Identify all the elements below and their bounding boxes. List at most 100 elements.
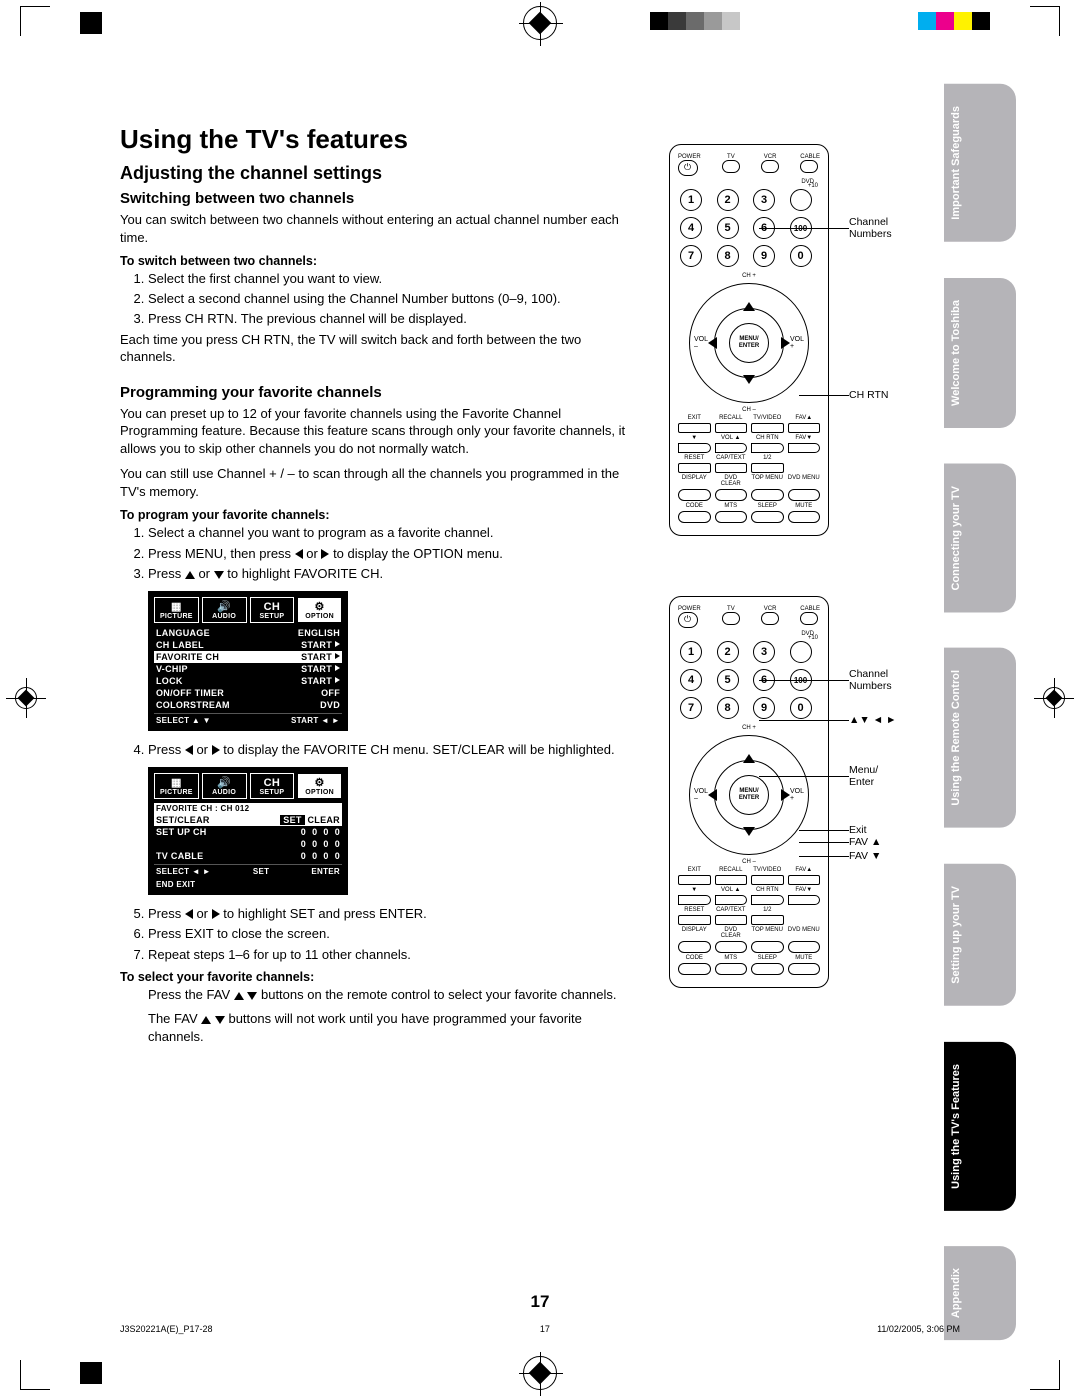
crop-mark-tr xyxy=(1030,6,1060,36)
remote-button xyxy=(788,511,821,523)
osd-row: LOCKSTART xyxy=(154,675,342,687)
density-square-bottom xyxy=(80,1362,102,1384)
select-p1: Press the FAV buttons on the remote cont… xyxy=(120,986,640,1004)
switch-steps: Select the first channel you want to vie… xyxy=(120,270,640,329)
remote-button xyxy=(788,423,821,433)
callout-channel-numbers-1: Channel Numbers xyxy=(849,216,892,240)
callout-chrtn: CH RTN xyxy=(849,389,888,401)
section-tab: Welcome to Toshiba xyxy=(944,278,1016,428)
switch-lead: To switch between two channels: xyxy=(120,254,640,268)
halftone-swatch xyxy=(668,12,686,30)
remote-button xyxy=(715,511,748,523)
remote-number-button: 3 xyxy=(753,189,775,211)
osd1-foot-right: START ◄ ► xyxy=(291,716,340,725)
halftone-swatch xyxy=(722,12,740,30)
osd-tab: ▦PICTURE xyxy=(154,773,199,799)
remote-nav-ring: VOL–VOL+ MENU/ENTER xyxy=(689,283,809,403)
osd-row: ON/OFF TIMEROFF xyxy=(154,687,342,699)
remote-number-button: 7 xyxy=(680,697,702,719)
remote-button xyxy=(751,875,784,885)
remote-button xyxy=(751,895,784,905)
fav-step-3: Press or to highlight FAVORITE CH. xyxy=(148,565,640,583)
footer-page: 17 xyxy=(540,1324,550,1334)
osd2-setclear-r: SET CLEAR xyxy=(280,815,340,825)
crop-mark-br xyxy=(1030,1360,1060,1390)
remote-button xyxy=(751,511,784,523)
remote-button xyxy=(788,489,821,501)
triangle-up-icon xyxy=(234,992,244,1000)
center-registration-bottom xyxy=(523,1356,557,1390)
remote-nav-ring: VOL–VOL+ MENU/ENTER xyxy=(689,735,809,855)
crop-mark-bl xyxy=(20,1360,50,1390)
remote-number-button xyxy=(790,641,812,663)
osd1-foot-left: SELECT ▲ ▼ xyxy=(156,716,211,725)
triangle-down-icon xyxy=(247,992,257,1000)
remote-button xyxy=(678,895,711,905)
remote-button xyxy=(678,443,711,453)
figure-column: POWERTVVCRCABLEDVD1234561007890+10CH + V… xyxy=(669,144,949,1048)
triangle-down-icon xyxy=(214,571,224,579)
remote-number-button: 9 xyxy=(753,697,775,719)
remote-button xyxy=(715,915,748,925)
edge-registration-right xyxy=(1034,678,1074,718)
fav-p2: You can still use Channel + / – to scan … xyxy=(120,465,640,500)
remote-figure-1: POWERTVVCRCABLEDVD1234561007890+10CH + V… xyxy=(669,144,829,536)
callout-fav-up: FAV ▲ xyxy=(849,836,881,848)
osd2-foot-m: SET xyxy=(253,867,269,876)
remote-button xyxy=(751,463,784,473)
remote-button xyxy=(751,963,784,975)
osd-cell: 0 xyxy=(301,851,306,861)
osd-row: FAVORITE CHSTART xyxy=(154,651,342,663)
triangle-left-icon xyxy=(185,909,193,919)
remote-button xyxy=(715,423,748,433)
remote-button xyxy=(678,463,711,473)
section-tabs: Important SafeguardsWelcome to ToshibaCo… xyxy=(944,84,1016,1341)
color-swatch xyxy=(918,12,936,30)
remote-button xyxy=(678,875,711,885)
remote-number-button: 2 xyxy=(717,189,739,211)
remote-button xyxy=(751,443,784,453)
remote-button xyxy=(788,895,821,905)
osd-cell: 0 xyxy=(301,827,306,837)
remote-button xyxy=(715,895,748,905)
remote-number-button: 1 xyxy=(680,189,702,211)
halftone-swatch xyxy=(686,12,704,30)
remote-button xyxy=(715,489,748,501)
osd-menu-favorite: ▦PICTURE🔊AUDIOCHSETUP⚙OPTION FAVORITE CH… xyxy=(148,767,348,895)
triangle-up-icon xyxy=(185,571,195,579)
remote-button xyxy=(751,941,784,953)
remote-button xyxy=(788,875,821,885)
remote-button xyxy=(751,489,784,501)
osd2-setclear-l: SET/CLEAR xyxy=(156,815,210,825)
section-tab: Using the TV's Features xyxy=(944,1042,1016,1211)
section-tab: Setting up your TV xyxy=(944,864,1016,1006)
callout-arrows: ▲▼ ◄ ► xyxy=(849,714,896,726)
list-item: Select the first channel you want to vie… xyxy=(148,270,640,288)
page-title: Using the TV's features xyxy=(120,124,640,155)
remote-figure-2: POWERTVVCRCABLEDVD1234561007890+10CH + V… xyxy=(669,596,829,988)
osd-cell: 0 xyxy=(312,827,317,837)
triangle-left-icon xyxy=(185,745,193,755)
remote-button xyxy=(788,443,821,453)
remote-number-button: 7 xyxy=(680,245,702,267)
callout-channel-numbers-2: Channel Numbers xyxy=(849,668,892,692)
section-tab: Important Safeguards xyxy=(944,84,1016,242)
fav-step-4: Press or to display the FAVORITE CH menu… xyxy=(148,741,640,759)
remote-button xyxy=(751,423,784,433)
osd-cell: 0 xyxy=(312,851,317,861)
halftone-strip xyxy=(650,12,740,30)
subheading-switch: Switching between two channels xyxy=(120,190,640,207)
switch-intro: You can switch between two channels with… xyxy=(120,211,640,246)
remote-button xyxy=(751,915,784,925)
list-item: Press CH RTN. The previous channel will … xyxy=(148,310,640,328)
crop-mark-tl xyxy=(20,6,50,36)
remote-button xyxy=(715,941,748,953)
triangle-down-icon xyxy=(215,1016,225,1024)
select-p2: The FAV buttons will not work until you … xyxy=(120,1010,640,1046)
fav-steps-cont: Press or to display the FAVORITE CH menu… xyxy=(120,741,640,759)
osd-cell: 0 xyxy=(301,839,306,849)
remote-number-button xyxy=(790,189,812,211)
remote-button xyxy=(800,160,818,173)
remote-number-button: 8 xyxy=(717,245,739,267)
remote-button xyxy=(788,941,821,953)
